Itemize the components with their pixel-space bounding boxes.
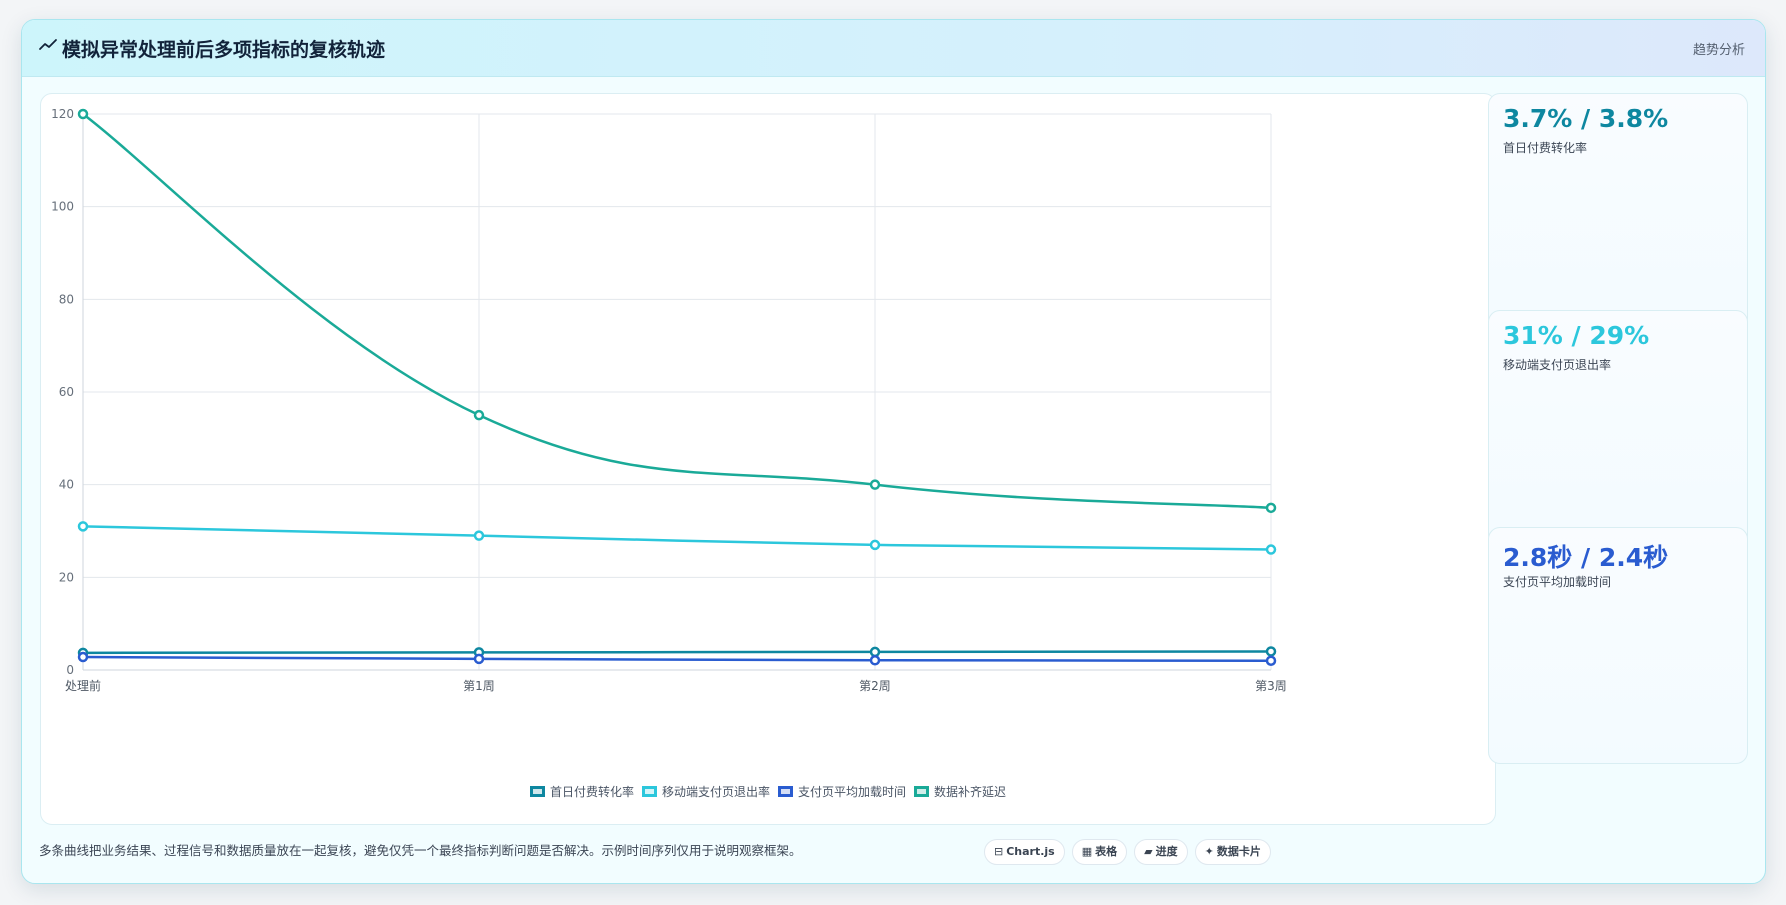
x-tick-label: 第2周	[859, 679, 891, 693]
line-chart: 0 20 40 60 80 100 120 处理前 第1周 第2周 第3周	[51, 107, 1287, 693]
x-tick-label: 处理前	[65, 678, 101, 693]
data-point	[1265, 502, 1277, 514]
y-tick-label: 100	[51, 200, 74, 214]
stat-label: 移动端支付页退出率	[1503, 358, 1612, 372]
data-point	[1265, 646, 1277, 657]
data-point	[77, 108, 89, 120]
stat-card: 31% / 29% 移动端支付页退出率	[1488, 310, 1748, 547]
chart-legend: 首日付费转化率 移动端支付页退出率 支付页平均加载时间 数据补齐延迟	[41, 783, 1495, 800]
x-tick-label: 第3周	[1255, 679, 1287, 693]
trend-line-icon	[39, 39, 57, 50]
stat-label: 首日付费转化率	[1503, 141, 1588, 155]
tech-chips: ⊟ Chart.js ▦ 表格 ▰ 进度 ✦ 数据卡片	[984, 839, 1278, 865]
y-tick-label: 120	[51, 107, 74, 121]
stat-value: 31% / 29%	[1503, 321, 1650, 350]
chip-label: 表格	[1095, 845, 1118, 858]
progress-icon: ▰	[1144, 845, 1153, 858]
chart-card: 模拟异常处理前后多项指标的复核轨迹 趋势分析 0 20 40 60 80 100 120 处理…	[21, 19, 1766, 884]
legend-item[interactable]: 首日付费转化率	[529, 783, 634, 800]
data-point	[869, 539, 881, 551]
series-line	[82, 655, 1272, 662]
data-point	[77, 651, 89, 663]
y-tick-label: 40	[59, 478, 74, 492]
legend-label: 支付页平均加载时间	[798, 785, 907, 799]
chartjs-icon: ⊟	[994, 845, 1004, 858]
y-tick-label: 60	[59, 385, 74, 399]
series-line	[82, 113, 1272, 510]
series-line	[82, 525, 1272, 551]
legend-swatch	[529, 786, 545, 797]
data-point	[77, 521, 89, 532]
chip-label: 数据卡片	[1216, 845, 1261, 858]
line-chart-panel: 0 20 40 60 80 100 120 处理前 第1周 第2周 第3周 首日付费转化率 移动端支付…	[40, 93, 1496, 825]
legend-item[interactable]: 支付页平均加载时间	[778, 783, 906, 800]
data-point	[869, 479, 881, 490]
legend-item[interactable]: 移动端支付页退出率	[641, 783, 770, 800]
series-line	[82, 650, 1272, 655]
footnote: 多条曲线把业务结果、过程信号和数据质量放在一起复核，避免仅凭一个最终指标判断问题…	[39, 843, 802, 858]
stat-card: 3.7% / 3.8% 首日付费转化率	[1488, 93, 1748, 330]
data-point	[473, 653, 485, 665]
data-point	[869, 646, 881, 658]
stat-label: 支付页平均加载时间	[1503, 575, 1612, 589]
x-tick-label: 第1周	[463, 679, 495, 693]
chip-label: Chart.js	[1006, 845, 1055, 858]
card-icon: ✦	[1204, 845, 1214, 858]
y-tick-label: 20	[59, 570, 74, 584]
chip-table[interactable]: ▦ 表格	[1071, 839, 1128, 865]
data-point	[473, 530, 485, 541]
data-point	[1265, 544, 1277, 555]
chip-card[interactable]: ✦ 数据卡片	[1194, 839, 1271, 865]
legend-swatch	[778, 786, 793, 797]
legend-label: 移动端支付页退出率	[661, 785, 770, 799]
trend-analysis-tag: 趋势分析	[1692, 43, 1745, 58]
legend-swatch	[914, 786, 930, 797]
data-point	[473, 409, 485, 421]
chip-progress[interactable]: ▰ 进度	[1134, 839, 1188, 865]
stat-value: 3.7% / 3.8%	[1503, 104, 1669, 133]
card-header: 模拟异常处理前后多项指标的复核轨迹 趋势分析	[22, 20, 1765, 77]
legend-label: 首日付费转化率	[549, 785, 634, 799]
page-title: 模拟异常处理前后多项指标的复核轨迹	[62, 39, 386, 61]
data-point	[869, 655, 881, 666]
legend-item[interactable]: 数据补齐延迟	[914, 783, 1006, 800]
chip-chartjs[interactable]: ⊟ Chart.js	[984, 839, 1065, 865]
table-icon: ▦	[1081, 845, 1093, 858]
legend-label: 数据补齐延迟	[934, 785, 1007, 799]
stat-value: 2.8秒 / 2.4秒	[1503, 543, 1669, 572]
legend-swatch	[641, 786, 657, 797]
y-tick-label: 0	[66, 663, 74, 677]
data-point	[1265, 655, 1277, 666]
chip-label: 进度	[1155, 845, 1178, 858]
stat-card: 2.8秒 / 2.4秒支付页平均加载时间	[1488, 527, 1748, 764]
y-tick-label: 80	[59, 292, 74, 306]
